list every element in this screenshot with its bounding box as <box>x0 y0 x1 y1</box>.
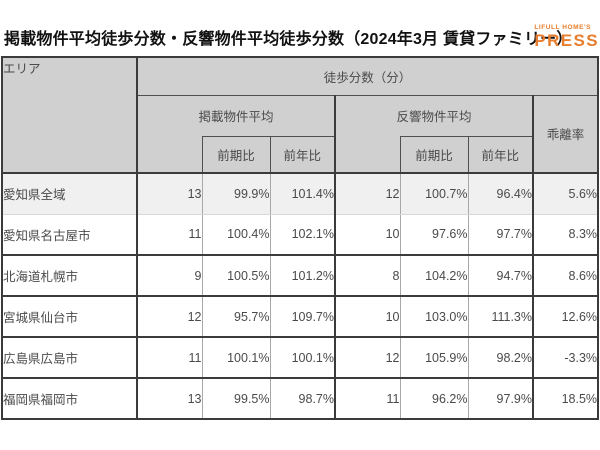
listed-avg-cell: 9 <box>137 255 203 297</box>
listed-prev-year-cell: 101.2% <box>270 255 336 297</box>
listed-prev-year-cell: 100.1% <box>270 337 336 379</box>
deviation-cell: 12.6% <box>533 296 599 338</box>
header-listed-avg: 掲載物件平均 <box>137 95 336 136</box>
area-cell: 愛知県全域 <box>2 173 138 215</box>
listed-prev-year-cell: 102.1% <box>270 214 336 256</box>
listed-prev-year-cell: 98.7% <box>270 378 336 420</box>
listed-prev-period-cell: 99.5% <box>202 378 271 420</box>
listed-avg-cell: 11 <box>137 337 203 379</box>
table-row: 広島県広島市 11 100.1% 100.1% 12 105.9% 98.2% … <box>2 337 599 379</box>
header-deviation: 乖離率 <box>533 95 599 174</box>
table-row: 宮城県仙台市 12 95.7% 109.7% 10 103.0% 111.3% … <box>2 296 599 338</box>
response-prev-period-cell: 96.2% <box>400 378 469 420</box>
response-prev-period-cell: 103.0% <box>400 296 469 338</box>
table-row: 愛知県全域 13 99.9% 101.4% 12 100.7% 96.4% 5.… <box>2 173 599 215</box>
response-prev-year-cell: 97.9% <box>468 378 534 420</box>
deviation-cell: 8.6% <box>533 255 599 297</box>
deviation-cell: -3.3% <box>533 337 599 379</box>
response-avg-cell: 11 <box>335 378 401 420</box>
area-cell: 北海道札幌市 <box>2 255 138 297</box>
response-avg-cell: 12 <box>335 337 401 379</box>
response-prev-period-cell: 100.7% <box>400 173 469 215</box>
response-prev-period-cell: 104.2% <box>400 255 469 297</box>
table-row: 愛知県名古屋市 11 100.4% 102.1% 10 97.6% 97.7% … <box>2 214 599 256</box>
listed-avg-cell: 13 <box>137 173 203 215</box>
deviation-cell: 8.3% <box>533 214 599 256</box>
header-response-prev-period: 前期比 <box>400 135 469 174</box>
area-cell: 福岡県福岡市 <box>2 378 138 420</box>
response-prev-year-cell: 96.4% <box>468 173 534 215</box>
listed-prev-period-cell: 95.7% <box>202 296 271 338</box>
response-avg-cell: 12 <box>335 173 401 215</box>
header-listed-prev-year: 前年比 <box>270 135 336 174</box>
response-prev-period-cell: 105.9% <box>400 337 469 379</box>
lifull-homes-press-logo: LIFULL HOME'S PRESS <box>534 24 599 49</box>
table-row: 北海道札幌市 9 100.5% 101.2% 8 104.2% 94.7% 8.… <box>2 255 599 297</box>
area-cell: 宮城県仙台市 <box>2 296 138 338</box>
page-title: 掲載物件平均徒歩分数・反響物件平均徒歩分数（2024年3月 賃貸ファミリー） <box>4 31 573 48</box>
response-prev-year-cell: 97.7% <box>468 214 534 256</box>
table-row: 福岡県福岡市 13 99.5% 98.7% 11 96.2% 97.9% 18.… <box>2 378 599 420</box>
header-response-prev-year: 前年比 <box>468 135 534 174</box>
response-prev-period-cell: 97.6% <box>400 214 469 256</box>
listed-prev-period-cell: 99.9% <box>202 173 271 215</box>
listed-prev-year-cell: 109.7% <box>270 296 336 338</box>
header-response-value-spacer <box>335 136 401 174</box>
logo-press-text: PRESS <box>534 31 599 50</box>
header-listed-prev-period: 前期比 <box>202 135 271 174</box>
response-avg-cell: 8 <box>335 255 401 297</box>
header-walk-minutes: 徒歩分数（分） <box>137 57 599 96</box>
listed-avg-cell: 11 <box>137 214 203 256</box>
walk-minutes-table: エリア 徒歩分数（分） 掲載物件平均 反響物件平均 乖離率 前期比 前年比 前期… <box>1 56 600 420</box>
header-area: エリア <box>2 57 138 174</box>
header-listed-value-spacer <box>137 136 203 174</box>
header-response-avg: 反響物件平均 <box>335 95 534 136</box>
response-avg-cell: 10 <box>335 296 401 338</box>
response-prev-year-cell: 98.2% <box>468 337 534 379</box>
area-cell: 愛知県名古屋市 <box>2 214 138 256</box>
deviation-cell: 18.5% <box>533 378 599 420</box>
listed-prev-period-cell: 100.5% <box>202 255 271 297</box>
listed-prev-period-cell: 100.4% <box>202 214 271 256</box>
response-prev-year-cell: 94.7% <box>468 255 534 297</box>
area-cell: 広島県広島市 <box>2 337 138 379</box>
listed-prev-period-cell: 100.1% <box>202 337 271 379</box>
response-prev-year-cell: 111.3% <box>468 296 534 338</box>
response-avg-cell: 10 <box>335 214 401 256</box>
deviation-cell: 5.6% <box>533 173 599 215</box>
logo-brand-text: LIFULL HOME'S <box>534 24 591 31</box>
listed-prev-year-cell: 101.4% <box>270 173 336 215</box>
listed-avg-cell: 13 <box>137 378 203 420</box>
listed-avg-cell: 12 <box>137 296 203 338</box>
